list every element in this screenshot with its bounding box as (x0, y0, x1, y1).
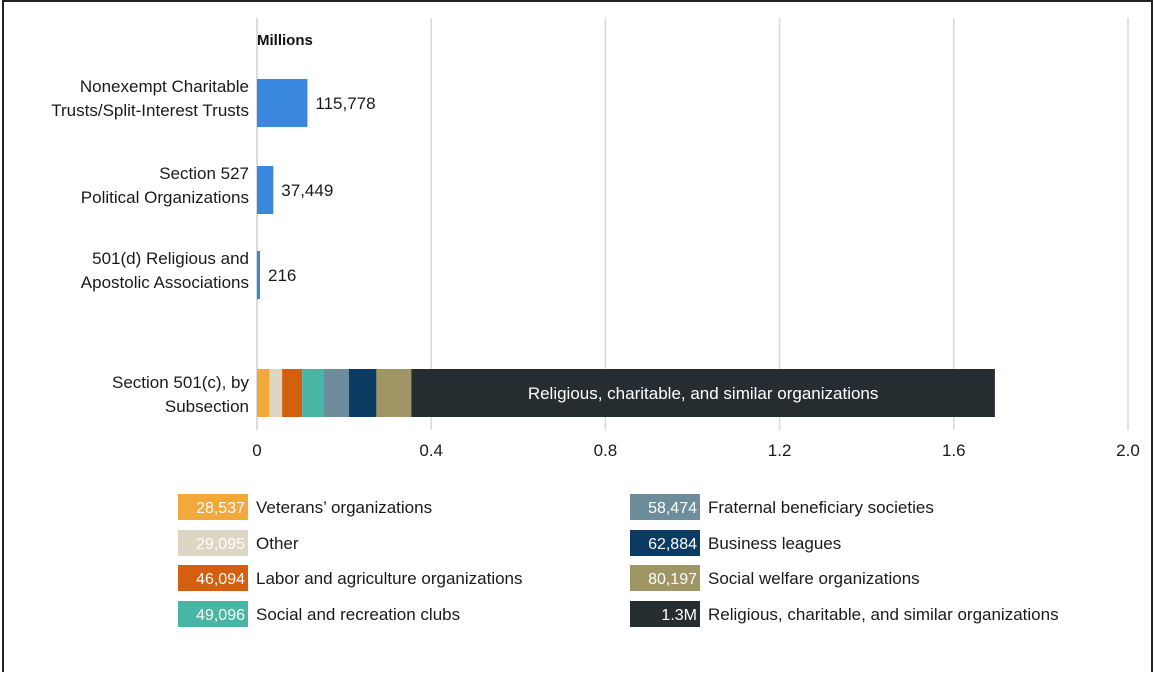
stacked-bar-inner-label: Religious, charitable, and similar organ… (528, 384, 879, 403)
stacked-bar-segment (282, 369, 303, 417)
stacked-bar-segment (323, 369, 350, 417)
legend-label: Social and recreation clubs (256, 605, 460, 624)
category-label: Section 501(c), by (112, 373, 250, 392)
stacked-bar-segment (411, 369, 995, 417)
x-tick-label: 2.0 (1116, 441, 1140, 460)
legend-label: Fraternal beneficiary societies (708, 498, 934, 517)
legend-swatch (630, 530, 700, 556)
stacked-bar-segment (349, 369, 377, 417)
stacked-bar-segment (376, 369, 412, 417)
legend-value: 62,884 (648, 536, 697, 553)
legend-value: 49,096 (196, 607, 245, 624)
category-label: 501(d) Religious and (92, 249, 249, 268)
legend-value: 28,537 (196, 500, 245, 517)
legend-swatch (178, 494, 248, 520)
category-label: Political Organizations (81, 188, 249, 207)
legend-value: 80,197 (648, 571, 697, 588)
x-tick-label: 1.2 (768, 441, 792, 460)
bar (257, 79, 308, 127)
x-tick-label: 1.6 (942, 441, 966, 460)
category-label: Apostolic Associations (81, 273, 249, 292)
unit-label: Millions (257, 32, 313, 49)
bar-value-label: 115,778 (315, 94, 375, 113)
category-label: Trusts/Split-Interest Trusts (51, 101, 249, 120)
legend-label: Social welfare organizations (708, 569, 920, 588)
legend-value: 29,095 (196, 536, 245, 553)
legend-swatch (630, 601, 700, 627)
legend-label: Other (256, 534, 299, 553)
x-tick-label: 0 (252, 441, 261, 460)
legend-label: Veterans’ organizations (256, 498, 432, 517)
bar-value-label: 37,449 (281, 181, 333, 200)
legend-swatch (178, 565, 248, 591)
legend-swatch (178, 601, 248, 627)
legend-swatch (630, 494, 700, 520)
legend-value: 1.3M (661, 607, 697, 624)
legend-value: 46,094 (196, 571, 245, 588)
legend-label: Business leagues (708, 534, 841, 553)
x-tick-label: 0.8 (594, 441, 618, 460)
legend-label: Religious, charitable, and similar organ… (708, 605, 1059, 624)
category-label: Section 527 (159, 164, 249, 183)
category-label: Subsection (165, 397, 249, 416)
x-tick-label: 0.4 (419, 441, 443, 460)
legend-value: 58,474 (648, 500, 697, 517)
stacked-bar-segment (302, 369, 324, 417)
legend-swatch (630, 565, 700, 591)
bar (257, 166, 274, 214)
legend-swatch (178, 530, 248, 556)
legend-label: Labor and agriculture organizations (256, 569, 523, 588)
bar (257, 251, 260, 299)
stacked-bar-segment (269, 369, 283, 417)
bar-value-label: 216 (268, 266, 296, 285)
category-label: Nonexempt Charitable (80, 77, 249, 96)
stacked-bar-segment (257, 369, 270, 417)
